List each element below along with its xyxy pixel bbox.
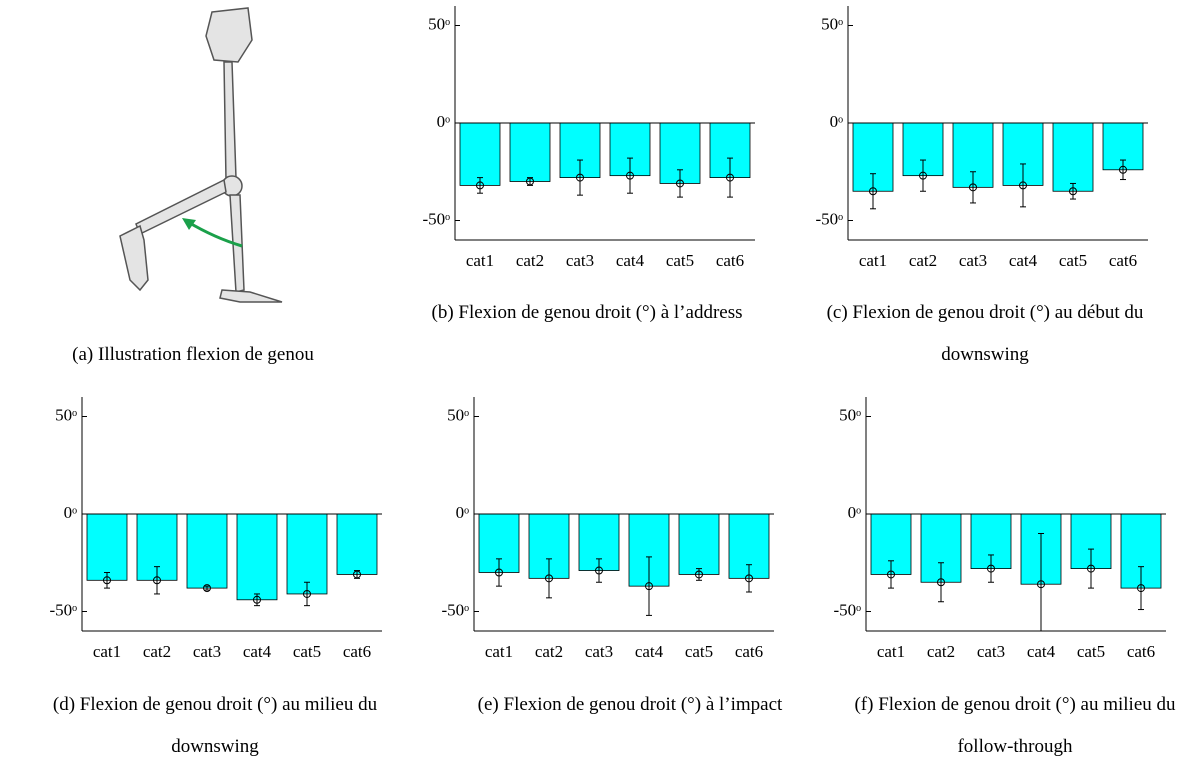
x-tick-label: cat2 <box>909 251 937 270</box>
mean-marker <box>745 574 753 583</box>
y-tick-label: 50ᵒ <box>55 405 77 424</box>
x-tick-label: cat3 <box>566 251 594 270</box>
bar <box>86 513 128 581</box>
bar <box>459 122 501 186</box>
x-tick-label: cat6 <box>343 642 371 661</box>
mean-marker <box>1119 165 1127 174</box>
bar <box>1052 122 1094 192</box>
x-tick-label: cat5 <box>1059 251 1087 270</box>
mean-marker <box>1019 181 1027 190</box>
x-tick-label: cat1 <box>93 642 121 661</box>
x-tick-label: cat2 <box>927 642 955 661</box>
mean-marker <box>969 183 977 192</box>
mean-marker <box>526 177 534 186</box>
mean-marker <box>495 568 503 577</box>
plot-area <box>478 513 770 616</box>
plot-area <box>870 513 1162 631</box>
y-tick-label: 0ᵒ <box>848 503 862 522</box>
mean-marker <box>1069 187 1077 196</box>
y-tick-label: 0ᵒ <box>437 112 451 131</box>
mean-marker <box>626 171 634 180</box>
bar <box>286 513 328 595</box>
x-tick-label: cat4 <box>1009 251 1038 270</box>
caption: (b) Flexion de genou droit (°) à l’addre… <box>431 302 743 323</box>
x-tick-label: cat2 <box>535 642 563 661</box>
mean-marker <box>695 570 703 579</box>
mean-marker <box>937 578 945 587</box>
x-tick-label: cat6 <box>716 251 744 270</box>
mean-marker <box>645 582 653 591</box>
x-tick-label: cat1 <box>485 642 513 661</box>
caption: (d) Flexion de genou droit (°) au milieu… <box>52 694 378 757</box>
mean-marker <box>253 595 261 604</box>
plot-area <box>852 122 1144 210</box>
y-tick-label: 50ᵒ <box>839 405 861 424</box>
mean-marker <box>869 187 877 196</box>
y-tick-label: 50ᵒ <box>428 14 450 33</box>
x-tick-label: cat4 <box>1027 642 1056 661</box>
x-tick-label: cat3 <box>959 251 987 270</box>
mean-marker <box>1037 580 1045 589</box>
mean-marker <box>676 179 684 188</box>
caption: (f) Flexion de genou droit (°) au milieu… <box>854 694 1176 757</box>
x-tick-label: cat2 <box>143 642 171 661</box>
y-tick-label: 0ᵒ <box>830 112 844 131</box>
y-tick-label: 0ᵒ <box>456 503 470 522</box>
y-tick-label: -50ᵒ <box>833 600 861 619</box>
caption: (a) Illustration flexion de genou <box>72 344 314 365</box>
bar <box>678 513 720 575</box>
mean-marker <box>153 576 161 585</box>
mean-marker <box>576 173 584 182</box>
y-tick-label: -50ᵒ <box>441 600 469 619</box>
x-tick-label: cat6 <box>1127 642 1155 661</box>
x-tick-label: cat6 <box>1109 251 1137 270</box>
mean-marker <box>595 566 603 575</box>
mean-marker <box>476 181 484 190</box>
x-tick-label: cat6 <box>735 642 763 661</box>
plot-area <box>86 513 378 607</box>
x-tick-label: cat5 <box>666 251 694 270</box>
y-tick-label: -50ᵒ <box>422 209 450 228</box>
mean-marker <box>1137 584 1145 593</box>
x-tick-label: cat5 <box>1077 642 1105 661</box>
x-tick-label: cat5 <box>685 642 713 661</box>
x-tick-label: cat1 <box>877 642 905 661</box>
y-tick-label: -50ᵒ <box>49 600 77 619</box>
plot-area <box>459 122 751 198</box>
mean-marker <box>103 576 111 585</box>
bar <box>336 513 378 575</box>
leg-illustration <box>119 7 283 303</box>
mean-marker <box>303 589 311 598</box>
x-tick-label: cat4 <box>243 642 272 661</box>
x-tick-label: cat5 <box>293 642 321 661</box>
x-tick-label: cat3 <box>977 642 1005 661</box>
x-tick-label: cat1 <box>859 251 887 270</box>
x-tick-label: cat2 <box>516 251 544 270</box>
x-tick-label: cat4 <box>635 642 664 661</box>
mean-marker <box>353 570 361 579</box>
mean-marker <box>987 564 995 573</box>
mean-marker <box>1087 564 1095 573</box>
mean-marker <box>726 173 734 182</box>
y-tick-label: -50ᵒ <box>815 209 843 228</box>
bar <box>509 122 551 182</box>
x-tick-label: cat3 <box>193 642 221 661</box>
x-tick-label: cat3 <box>585 642 613 661</box>
caption: (c) Flexion de genou droit (°) au début … <box>826 302 1144 365</box>
caption: (e) Flexion de genou droit (°) à l’impac… <box>477 694 783 715</box>
y-tick-label: 50ᵒ <box>447 405 469 424</box>
bar <box>186 513 228 589</box>
mean-marker <box>203 584 211 593</box>
y-tick-label: 50ᵒ <box>821 14 843 33</box>
x-tick-label: cat4 <box>616 251 645 270</box>
mean-marker <box>919 171 927 180</box>
mean-marker <box>887 570 895 579</box>
arrow-head <box>182 218 196 230</box>
bar <box>236 513 278 601</box>
x-tick-label: cat1 <box>466 251 494 270</box>
mean-marker <box>545 574 553 583</box>
y-tick-label: 0ᵒ <box>64 503 78 522</box>
